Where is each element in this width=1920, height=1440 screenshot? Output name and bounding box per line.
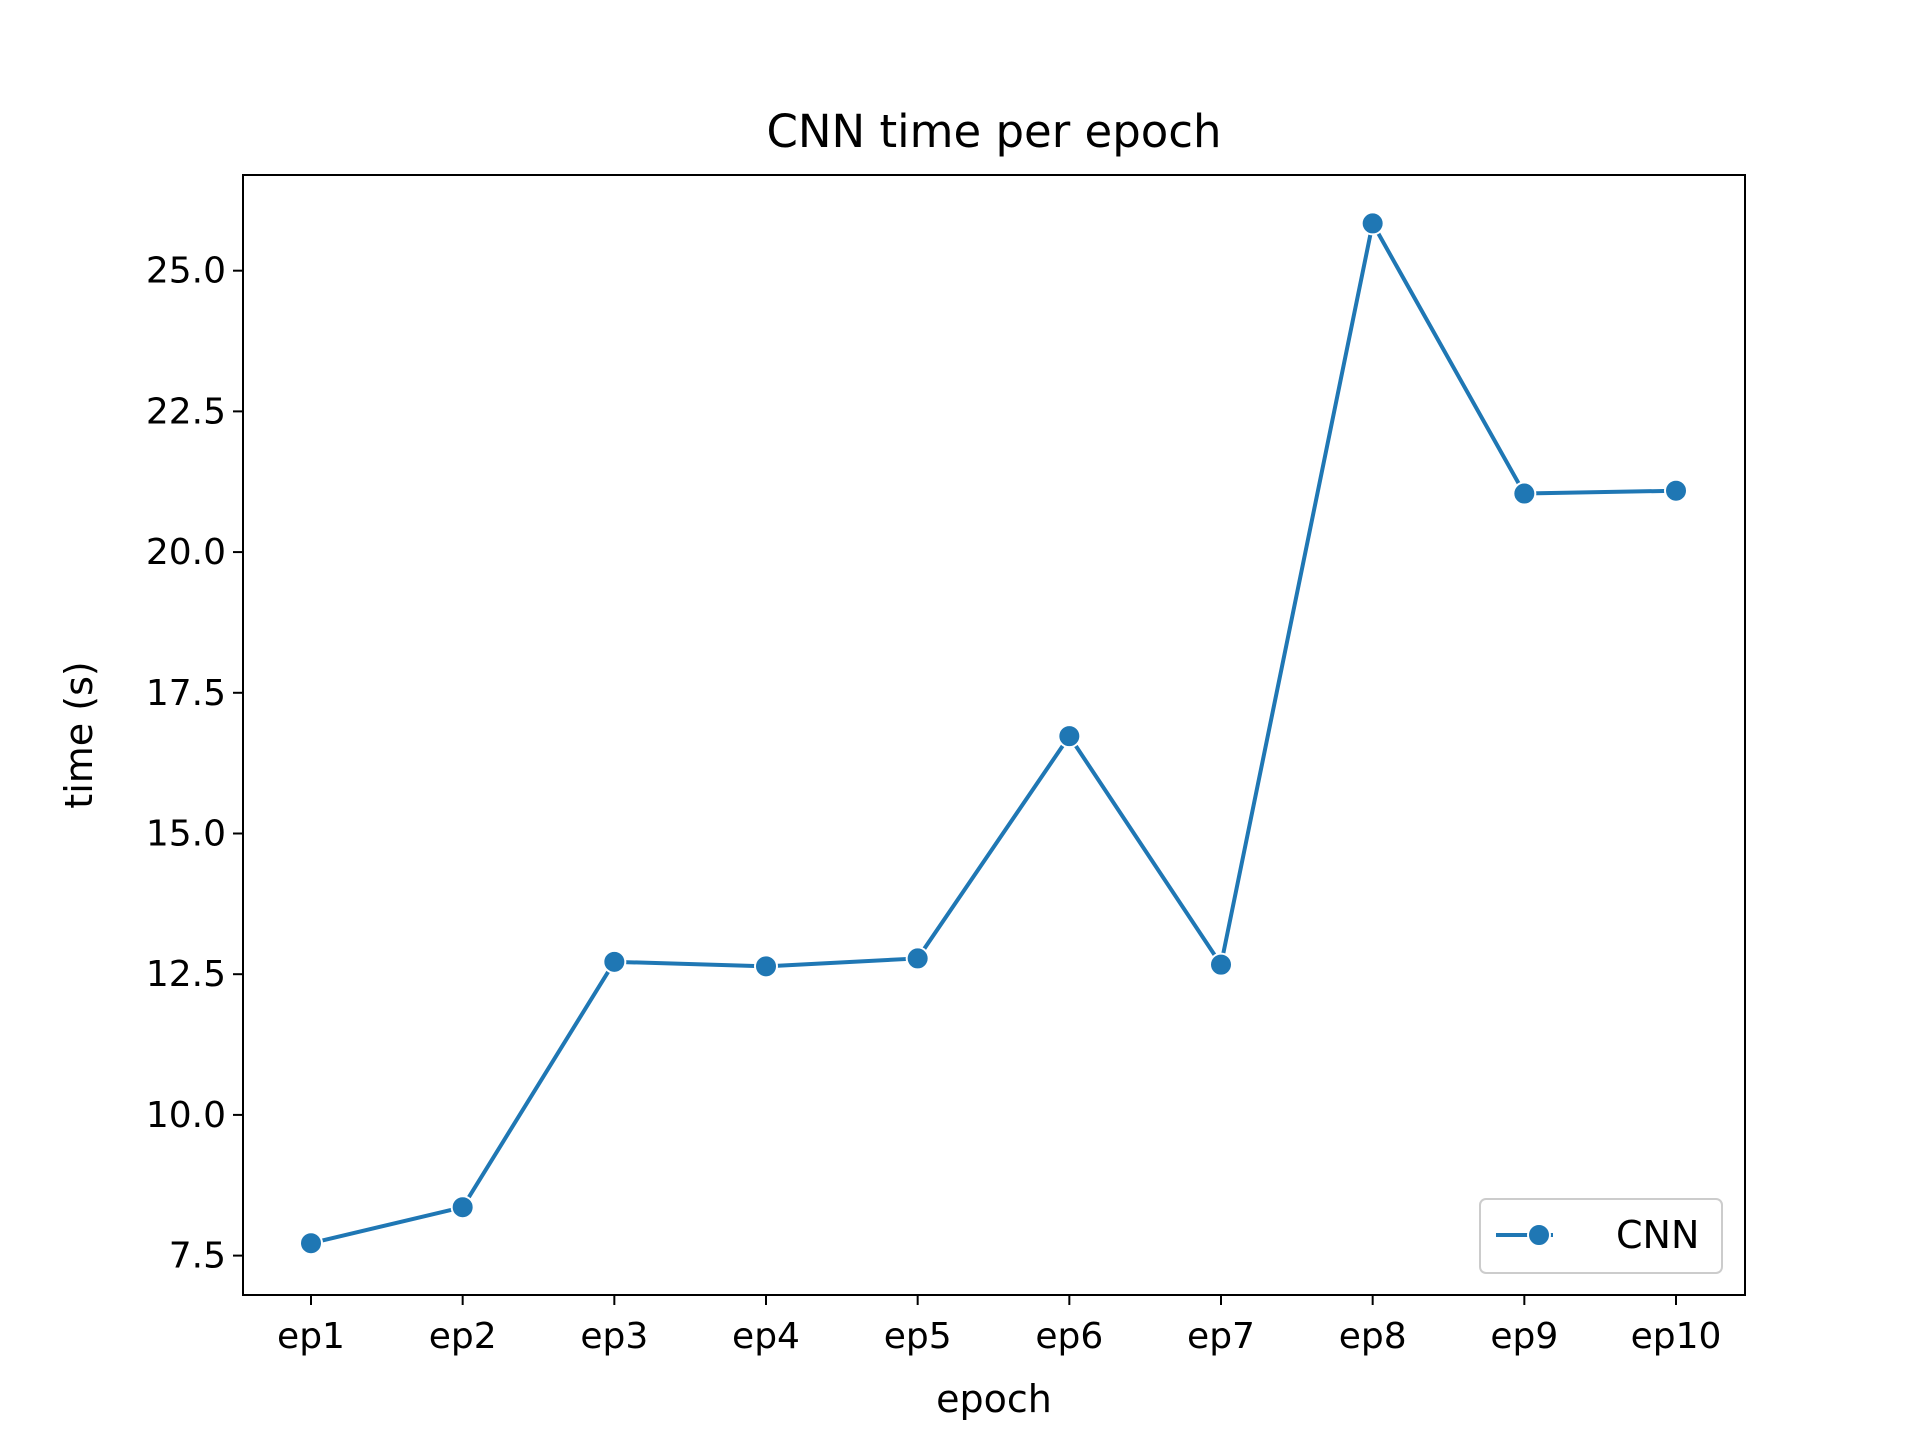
x-tick-label: ep5 (884, 1316, 952, 1357)
data-point (905, 946, 930, 971)
x-tick-label: ep8 (1339, 1316, 1407, 1357)
y-axis-label: time (s) (57, 661, 101, 808)
legend-box (1479, 1198, 1723, 1274)
data-point (754, 954, 778, 979)
data-point (299, 1231, 323, 1256)
y-tick-label: 22.5 (146, 391, 226, 432)
chart-title: CNN time per epoch (766, 105, 1221, 158)
x-tick-label: ep10 (1631, 1316, 1722, 1357)
series-layer (299, 211, 1688, 1256)
data-point (1057, 724, 1082, 749)
plot-frame (242, 174, 1746, 1296)
x-tick-label: ep7 (1187, 1316, 1255, 1357)
legend-label-cnn: CNN (1616, 1213, 1699, 1257)
series-line-cnn (310, 221, 1677, 1246)
data-point (1209, 952, 1233, 977)
data-point (1664, 478, 1688, 503)
data-point (1512, 481, 1537, 506)
x-axis-label: epoch (936, 1377, 1052, 1421)
data-point (1360, 211, 1385, 236)
y-tick-label: 20.0 (146, 532, 226, 573)
legend-marker-cnn (1527, 1223, 1551, 1247)
y-tick-label: 25.0 (146, 251, 226, 292)
x-tick-label: ep1 (277, 1316, 345, 1357)
y-tick-label: 12.5 (146, 954, 226, 995)
y-tick-label: 7.5 (169, 1236, 226, 1277)
x-tick-label: ep9 (1490, 1316, 1558, 1357)
y-axis: 7.5 10.0 12.5 15.0 17.5 20.0 22.5 25.0 (146, 251, 243, 1277)
x-tick-label: ep6 (1035, 1316, 1103, 1357)
x-tick-label: ep3 (580, 1316, 648, 1357)
data-point (602, 949, 627, 974)
y-tick-label: 15.0 (146, 813, 226, 854)
y-tick-label: 10.0 (146, 1095, 226, 1136)
y-tick-label: 17.5 (146, 673, 226, 714)
x-tick-label: ep4 (732, 1316, 800, 1357)
legend: CNN (1479, 1198, 1723, 1274)
x-tick-label: ep2 (429, 1316, 497, 1357)
x-axis: ep1 ep2 ep3 ep4 ep5 ep6 ep7 ep8 ep9 ep10 (277, 1295, 1721, 1357)
data-point (450, 1195, 475, 1220)
